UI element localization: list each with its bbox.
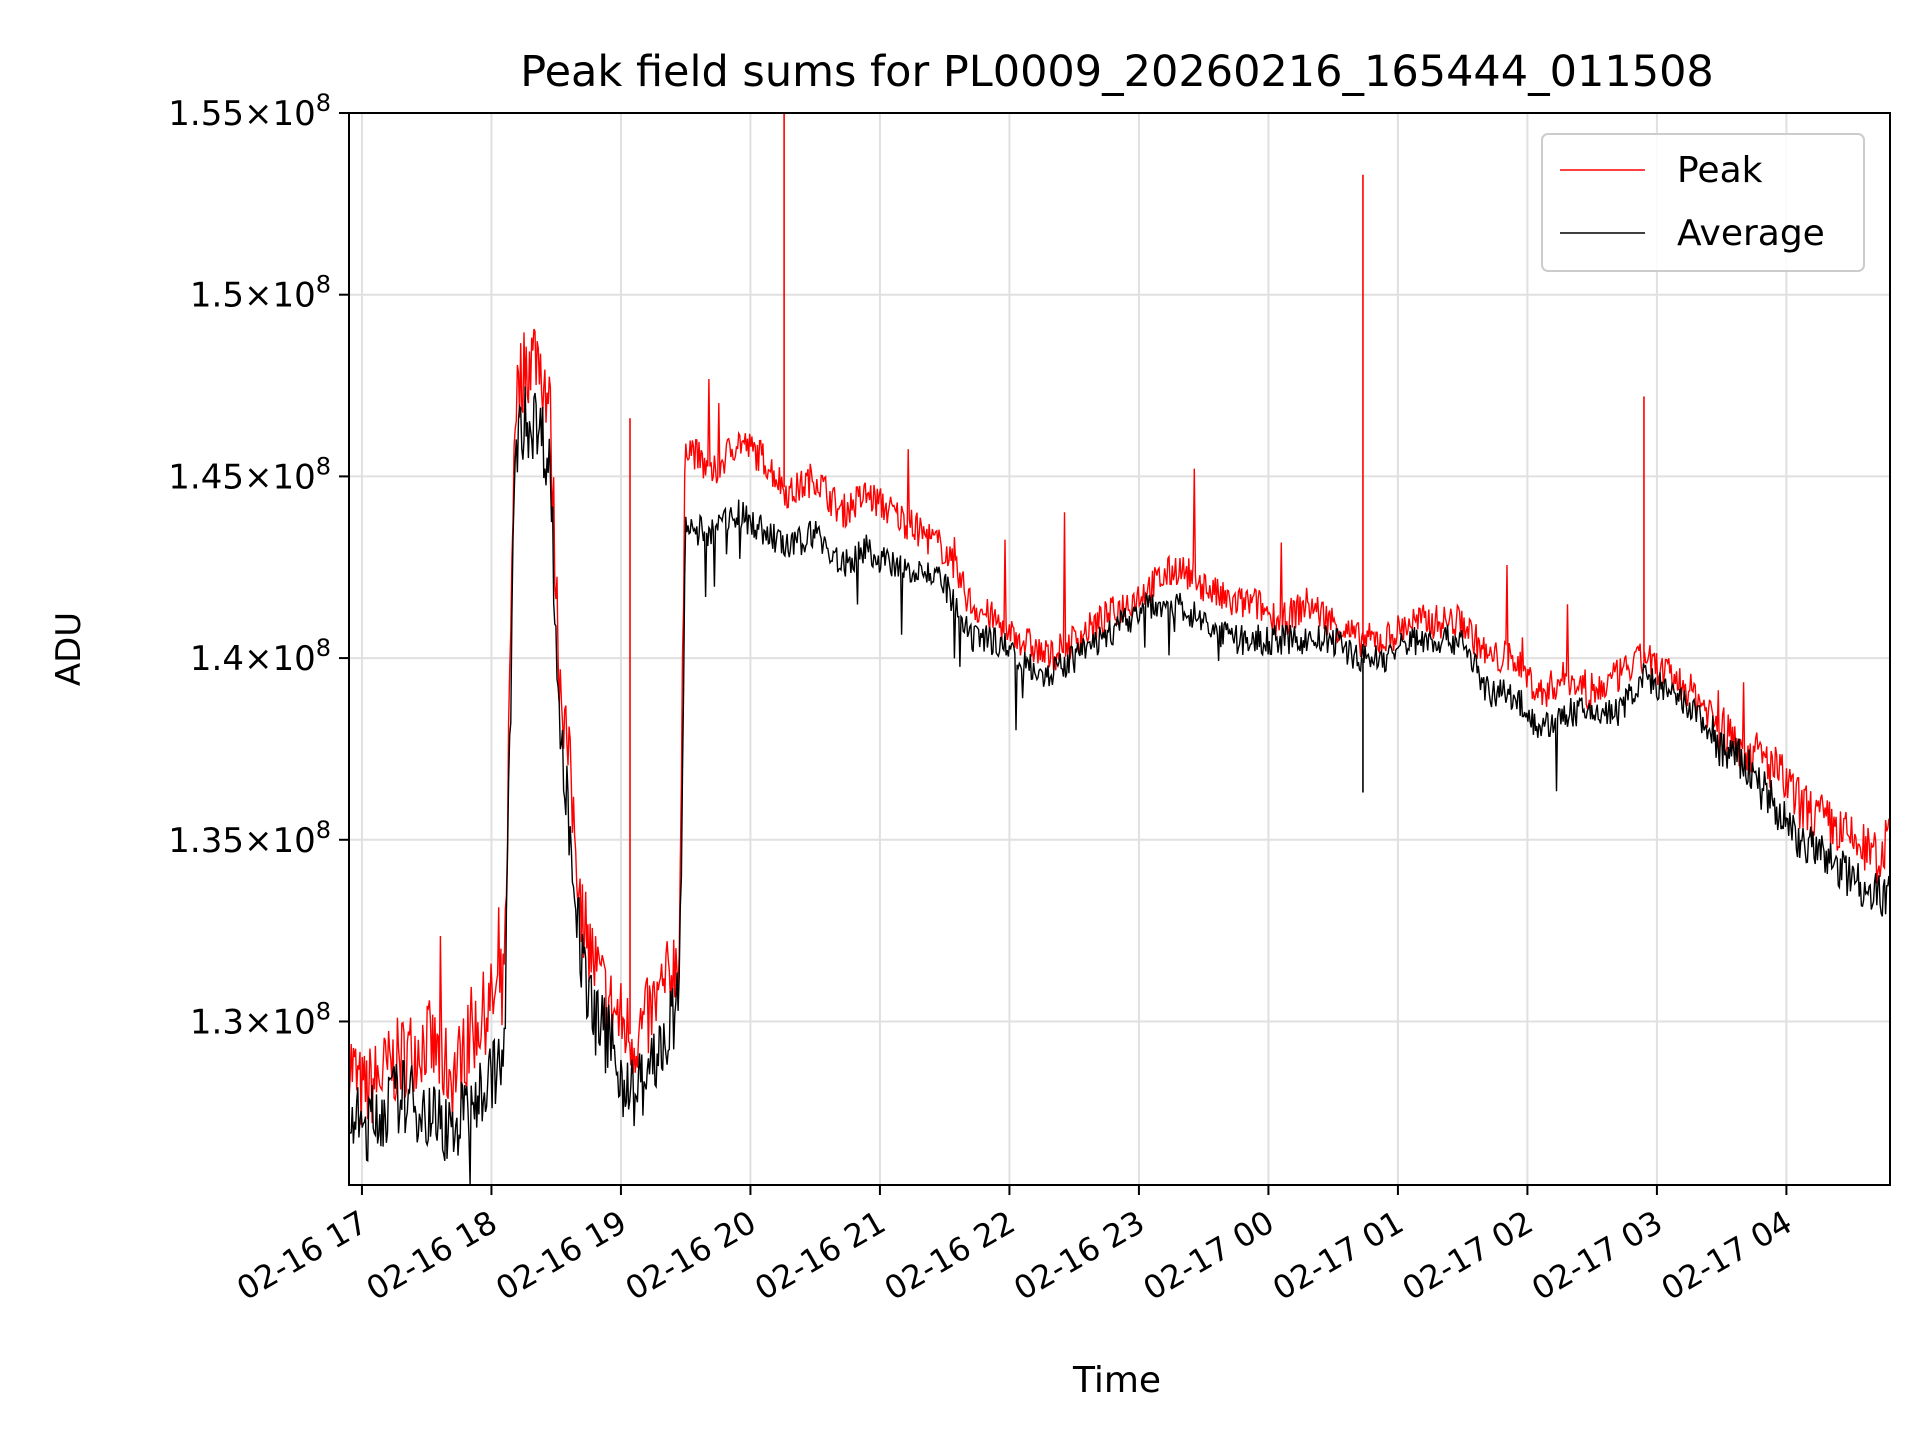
x-tick-label: 02-16 23 bbox=[1007, 1203, 1151, 1308]
x-tick-label: 02-16 19 bbox=[489, 1203, 633, 1308]
x-tick-label: 02-17 03 bbox=[1525, 1203, 1669, 1308]
y-tick-label: 1.4×108 bbox=[190, 634, 331, 679]
x-tick-label: 02-16 21 bbox=[748, 1203, 892, 1308]
y-tick-label: 1.5×108 bbox=[190, 271, 331, 316]
y-tick-label: 1.3×108 bbox=[190, 997, 331, 1042]
x-tick-label: 02-17 01 bbox=[1266, 1203, 1410, 1308]
x-tick-label: 02-17 02 bbox=[1396, 1203, 1540, 1308]
x-tick-label: 02-17 04 bbox=[1655, 1203, 1799, 1308]
legend-label-average: Average bbox=[1677, 213, 1825, 254]
grid bbox=[349, 112, 1890, 1185]
y-tick-label: 1.45×108 bbox=[168, 452, 331, 497]
series-line-peak bbox=[348, 328, 1891, 1125]
series-line-average bbox=[348, 386, 1891, 1186]
legend-label-peak: Peak bbox=[1677, 150, 1763, 191]
chart-title: Peak field sums for PL0009_20260216_1654… bbox=[520, 47, 1714, 97]
legend: Peak Average bbox=[1541, 133, 1865, 272]
y-axis-label: ADU bbox=[49, 612, 89, 686]
x-tick-label: 02-16 20 bbox=[619, 1203, 763, 1308]
x-tick-label: 02-16 18 bbox=[360, 1203, 504, 1308]
y-tick-label: 1.35×108 bbox=[168, 816, 331, 861]
x-tick-label: 02-16 22 bbox=[878, 1203, 1022, 1308]
series-lines bbox=[348, 113, 1891, 1186]
y-axis: 1.3×108 1.35×108 1.4×108 1.45×108 1.5×108 1.5… bbox=[168, 89, 349, 1042]
x-tick-label: 02-16 17 bbox=[230, 1203, 374, 1308]
x-tick-label: 02-17 00 bbox=[1137, 1203, 1281, 1308]
plot-frame bbox=[348, 112, 1891, 1186]
y-tick-label: 1.55×108 bbox=[168, 89, 331, 134]
x-axis-label: Time bbox=[1072, 1360, 1161, 1401]
legend-box bbox=[1541, 133, 1865, 272]
